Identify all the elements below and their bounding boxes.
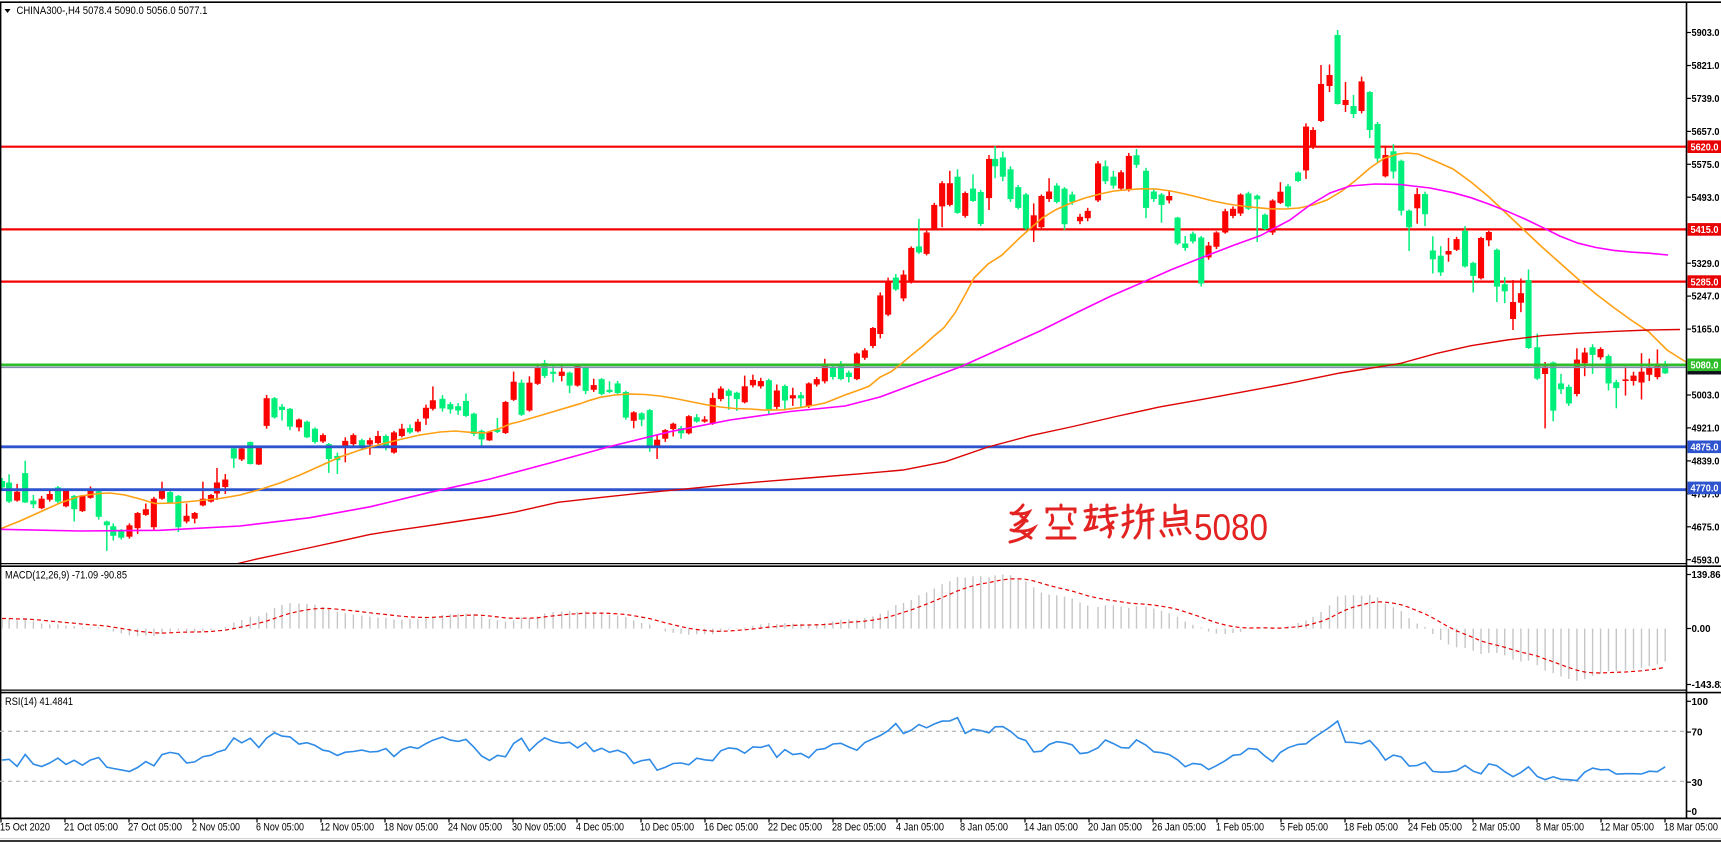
svg-text:MACD(12,26,9) -71.09 -90.85: MACD(12,26,9) -71.09 -90.85 (5, 570, 127, 582)
svg-text:8 Mar 05:00: 8 Mar 05:00 (1536, 822, 1584, 834)
svg-text:5415.0: 5415.0 (1691, 225, 1719, 236)
svg-text:30: 30 (1692, 778, 1703, 789)
svg-text:5620.0: 5620.0 (1691, 143, 1719, 154)
svg-text:2 Nov 05:00: 2 Nov 05:00 (192, 822, 240, 834)
svg-text:12 Nov 05:00: 12 Nov 05:00 (320, 822, 374, 834)
svg-text:0: 0 (1692, 807, 1698, 818)
svg-text:22 Dec 05:00: 22 Dec 05:00 (768, 822, 822, 834)
svg-text:27 Oct 05:00: 27 Oct 05:00 (128, 822, 182, 834)
svg-text:6 Nov 05:00: 6 Nov 05:00 (256, 822, 304, 834)
svg-text:28 Dec 05:00: 28 Dec 05:00 (832, 822, 886, 834)
svg-text:5 Feb 05:00: 5 Feb 05:00 (1280, 822, 1328, 834)
svg-text:5247.0: 5247.0 (1692, 292, 1720, 303)
svg-text:15 Oct 2020: 15 Oct 2020 (0, 822, 50, 834)
svg-text:2 Mar 05:00: 2 Mar 05:00 (1472, 822, 1520, 834)
svg-text:5657.0: 5657.0 (1692, 127, 1720, 138)
svg-text:-143.82: -143.82 (1692, 680, 1721, 691)
svg-text:0.00: 0.00 (1692, 624, 1711, 635)
svg-text:4757.0: 4757.0 (1692, 489, 1720, 500)
svg-text:21 Oct 05:00: 21 Oct 05:00 (64, 822, 118, 834)
svg-text:5080: 5080 (1194, 507, 1268, 548)
svg-text:5903.0: 5903.0 (1692, 28, 1720, 39)
svg-text:30 Nov 05:00: 30 Nov 05:00 (512, 822, 566, 834)
svg-text:4770.0: 4770.0 (1691, 484, 1719, 495)
svg-text:4839.0: 4839.0 (1692, 457, 1720, 468)
svg-text:RSI(14) 41.4841: RSI(14) 41.4841 (5, 696, 73, 708)
svg-text:5165.0: 5165.0 (1692, 325, 1720, 336)
svg-text:1 Feb 05:00: 1 Feb 05:00 (1216, 822, 1264, 834)
svg-text:4921.0: 4921.0 (1692, 424, 1720, 435)
svg-text:18 Nov 05:00: 18 Nov 05:00 (384, 822, 438, 834)
svg-text:18 Feb 05:00: 18 Feb 05:00 (1344, 822, 1398, 834)
svg-text:5575.0: 5575.0 (1692, 160, 1720, 171)
svg-text:CHINA300-,H4 5078.4 5090.0 50: CHINA300-,H4 5078.4 5090.0 5056.0 5077.1 (17, 5, 208, 17)
svg-text:24 Nov 05:00: 24 Nov 05:00 (448, 822, 502, 834)
svg-text:16 Dec 05:00: 16 Dec 05:00 (704, 822, 758, 834)
svg-text:5003.0: 5003.0 (1692, 391, 1720, 402)
svg-text:12 Mar 05:00: 12 Mar 05:00 (1600, 822, 1654, 834)
svg-text:5821.0: 5821.0 (1692, 61, 1720, 72)
svg-text:139.86: 139.86 (1692, 570, 1721, 581)
svg-text:70: 70 (1692, 728, 1703, 739)
svg-text:5285.0: 5285.0 (1691, 277, 1719, 288)
svg-text:4 Dec 05:00: 4 Dec 05:00 (576, 822, 624, 834)
svg-text:18 Mar 05:00: 18 Mar 05:00 (1664, 822, 1718, 834)
svg-text:5080.0: 5080.0 (1691, 361, 1719, 372)
svg-text:14 Jan 05:00: 14 Jan 05:00 (1024, 822, 1078, 834)
svg-text:8 Jan 05:00: 8 Jan 05:00 (960, 822, 1008, 834)
svg-text:100: 100 (1692, 697, 1709, 708)
svg-text:4675.0: 4675.0 (1692, 522, 1720, 533)
svg-text:4 Jan 05:00: 4 Jan 05:00 (896, 822, 944, 834)
svg-text:26 Jan 05:00: 26 Jan 05:00 (1152, 822, 1206, 834)
svg-text:5493.0: 5493.0 (1692, 193, 1720, 204)
svg-text:4875.0: 4875.0 (1691, 443, 1719, 454)
svg-text:5739.0: 5739.0 (1692, 94, 1720, 105)
svg-text:24 Feb 05:00: 24 Feb 05:00 (1408, 822, 1462, 834)
svg-text:10 Dec 05:00: 10 Dec 05:00 (640, 822, 694, 834)
svg-text:5329.0: 5329.0 (1692, 259, 1720, 270)
svg-text:20 Jan 05:00: 20 Jan 05:00 (1088, 822, 1142, 834)
svg-text:4593.0: 4593.0 (1692, 555, 1720, 566)
